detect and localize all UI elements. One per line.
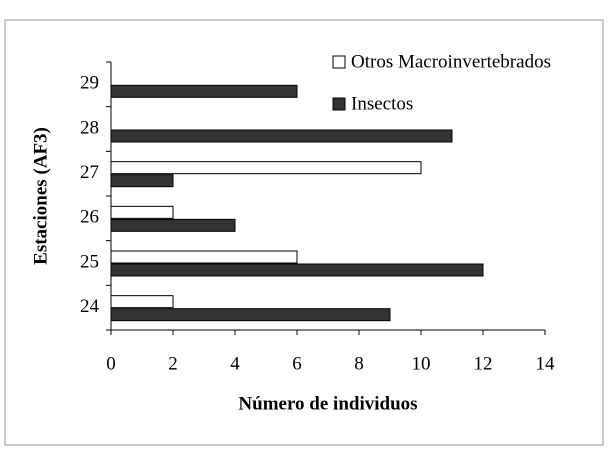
bar	[110, 295, 174, 309]
x-tick-label: 8	[354, 353, 364, 374]
legend-swatch	[332, 97, 346, 111]
bar	[110, 161, 422, 175]
bar	[110, 129, 453, 143]
bar	[110, 205, 174, 219]
y-tick-label: 27	[80, 162, 99, 183]
bar	[110, 218, 236, 232]
y-tick-label: 26	[80, 207, 99, 228]
y-tick-label: 29	[80, 73, 99, 94]
y-tick-label: 25	[80, 251, 99, 272]
bar	[110, 250, 298, 264]
x-tick-label: 6	[292, 353, 302, 374]
bar	[110, 263, 484, 277]
x-axis-label: Número de individuos	[238, 393, 417, 414]
y-axis-label: Estaciones (AF3)	[30, 127, 51, 265]
x-tick-label: 12	[474, 353, 493, 374]
x-tick-label: 2	[168, 353, 178, 374]
x-tick-label: 4	[230, 353, 240, 374]
x-tick-label: 14	[536, 353, 556, 374]
bar	[110, 84, 298, 98]
bar	[110, 308, 391, 322]
legend-swatch	[332, 55, 346, 69]
bar	[110, 174, 174, 188]
legend-label: Insectos	[351, 93, 413, 114]
x-tick-label: 10	[412, 353, 431, 374]
x-tick-label: 0	[106, 353, 116, 374]
legend-label: Otros Macroinvertebrados	[351, 51, 551, 72]
frame	[4, 19, 604, 446]
y-tick-label: 24	[80, 296, 100, 317]
y-tick-label: 28	[80, 117, 99, 138]
